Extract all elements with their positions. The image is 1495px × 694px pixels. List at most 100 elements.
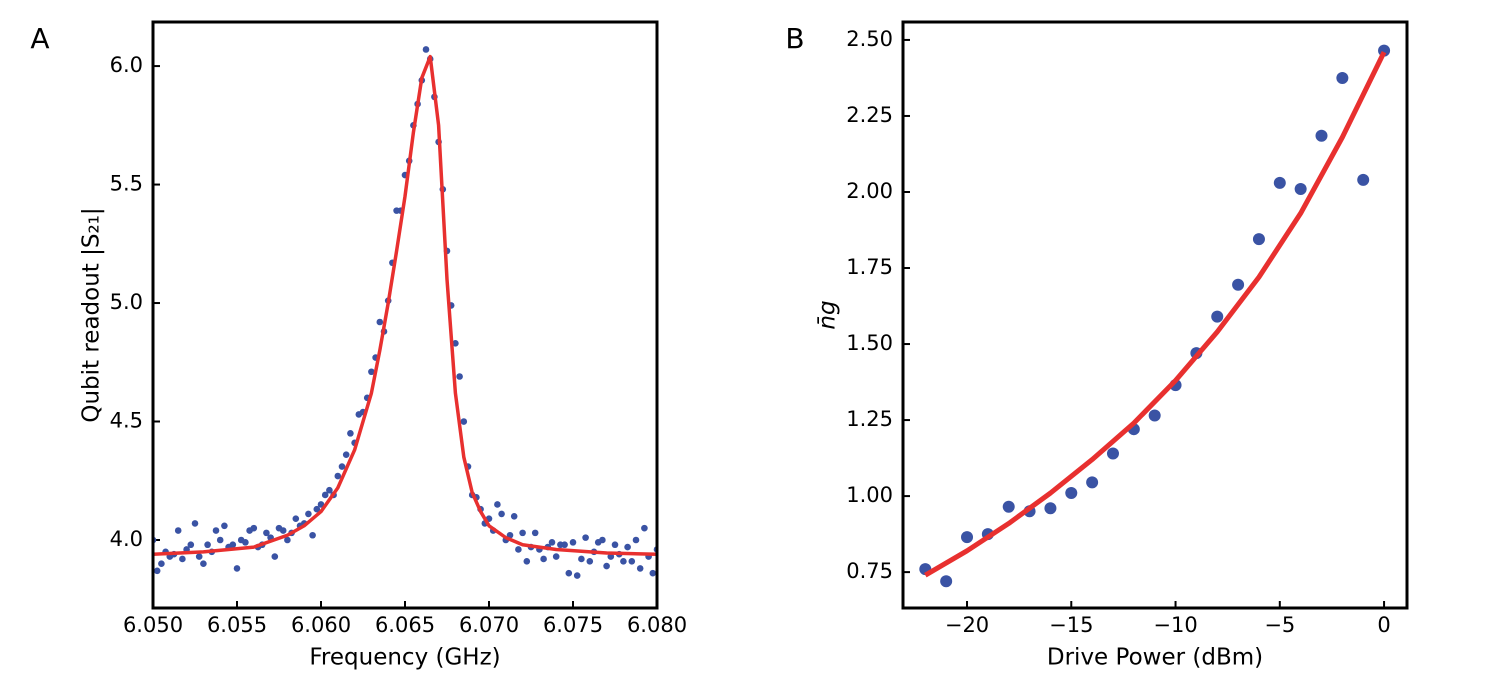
x-tick-label: 6.075 xyxy=(543,613,603,637)
data-point xyxy=(636,565,644,572)
data-point xyxy=(233,565,241,572)
data-point xyxy=(153,567,161,575)
y-tick-label: 1.50 xyxy=(846,331,893,355)
data-point xyxy=(961,531,974,544)
data-point xyxy=(422,46,430,53)
data-point xyxy=(250,524,258,532)
x-tick-label: −20 xyxy=(945,613,989,637)
data-point xyxy=(200,560,207,567)
x-tick-label: 0 xyxy=(1377,613,1390,637)
data-point xyxy=(531,529,539,537)
data-point xyxy=(271,553,279,560)
data-point xyxy=(158,560,165,567)
data-point xyxy=(334,472,342,480)
data-point xyxy=(510,512,518,520)
data-point xyxy=(628,558,636,565)
y-tick-label: 4.5 xyxy=(110,409,143,433)
x-axis-label: Drive Power (dBm) xyxy=(1047,645,1263,671)
data-point xyxy=(1086,476,1099,489)
data-point xyxy=(452,340,459,347)
data-point xyxy=(1315,129,1328,142)
data-point xyxy=(641,524,648,532)
data-point xyxy=(494,501,501,508)
plot-frame xyxy=(901,20,1409,610)
data-point xyxy=(292,515,300,522)
data-point xyxy=(212,527,220,534)
x-tick-label: 6.070 xyxy=(459,613,519,637)
data-point xyxy=(582,534,589,541)
data-point xyxy=(187,541,195,549)
data-point xyxy=(1273,176,1286,189)
data-point xyxy=(540,555,547,563)
data-point xyxy=(216,536,224,544)
data-point xyxy=(1252,233,1265,246)
x-tick-label: 6.060 xyxy=(291,613,351,637)
data-point xyxy=(204,541,211,549)
data-point xyxy=(578,555,585,563)
data-point xyxy=(317,501,325,508)
panel-label: A xyxy=(30,22,49,55)
plot-frame xyxy=(151,20,659,610)
data-point xyxy=(519,529,526,537)
data-point xyxy=(607,553,615,560)
y-tick-label: 2.00 xyxy=(846,179,893,203)
y-tick-label: 2.50 xyxy=(846,27,893,51)
data-point xyxy=(309,531,316,539)
y-axis-label: Qubit readout |S₂₁| xyxy=(79,207,105,422)
data-point xyxy=(599,536,606,544)
data-point xyxy=(523,558,531,565)
data-point xyxy=(179,555,186,563)
data-point xyxy=(284,536,291,544)
x-tick-label: 6.065 xyxy=(375,613,435,637)
data-point xyxy=(305,510,312,518)
data-point xyxy=(338,463,346,470)
data-point xyxy=(561,541,568,549)
data-point xyxy=(1106,447,1119,460)
data-point xyxy=(342,451,350,458)
y-tick-label: 5.5 xyxy=(110,172,143,196)
x-tick-label: −5 xyxy=(1264,613,1295,637)
y-tick-label: 1.25 xyxy=(846,407,893,431)
data-point xyxy=(279,527,287,534)
data-point xyxy=(326,486,333,494)
data-point xyxy=(1044,502,1057,515)
y-tick-label: 1.75 xyxy=(846,255,893,279)
data-point xyxy=(242,539,249,546)
x-tick-label: −15 xyxy=(1049,613,1093,637)
data-point xyxy=(611,541,619,549)
data-point xyxy=(263,529,270,537)
y-tick-label: 5.0 xyxy=(110,290,143,314)
data-point xyxy=(368,368,375,376)
data-point xyxy=(940,575,953,588)
x-tick-label: 6.050 xyxy=(123,613,183,637)
data-point xyxy=(221,522,228,530)
data-point xyxy=(1065,487,1078,500)
fit-line xyxy=(153,54,657,556)
data-point xyxy=(586,558,594,565)
data-point xyxy=(498,510,505,518)
x-tick-label: −10 xyxy=(1153,613,1197,637)
data-point xyxy=(229,541,237,549)
data-point xyxy=(624,543,631,551)
data-point xyxy=(195,553,203,560)
x-tick-label: 6.055 xyxy=(207,613,267,637)
data-point xyxy=(632,536,640,544)
y-tick-label: 2.25 xyxy=(846,103,893,127)
data-point xyxy=(376,318,384,326)
data-point xyxy=(548,539,556,546)
data-point xyxy=(1002,500,1015,513)
data-point xyxy=(569,539,577,546)
fit-line xyxy=(924,51,1387,578)
data-point xyxy=(1294,182,1307,195)
y-tick-label: 0.75 xyxy=(846,559,893,583)
data-point xyxy=(649,569,657,577)
x-tick-label: 6.080 xyxy=(627,613,687,637)
y-tick-label: 1.00 xyxy=(846,483,893,507)
data-point xyxy=(456,373,463,380)
panel-label: B xyxy=(785,22,804,55)
data-point xyxy=(1211,310,1224,323)
data-point xyxy=(321,491,329,499)
x-axis-label: Frequency (GHz) xyxy=(309,645,500,671)
data-point xyxy=(1357,173,1370,186)
